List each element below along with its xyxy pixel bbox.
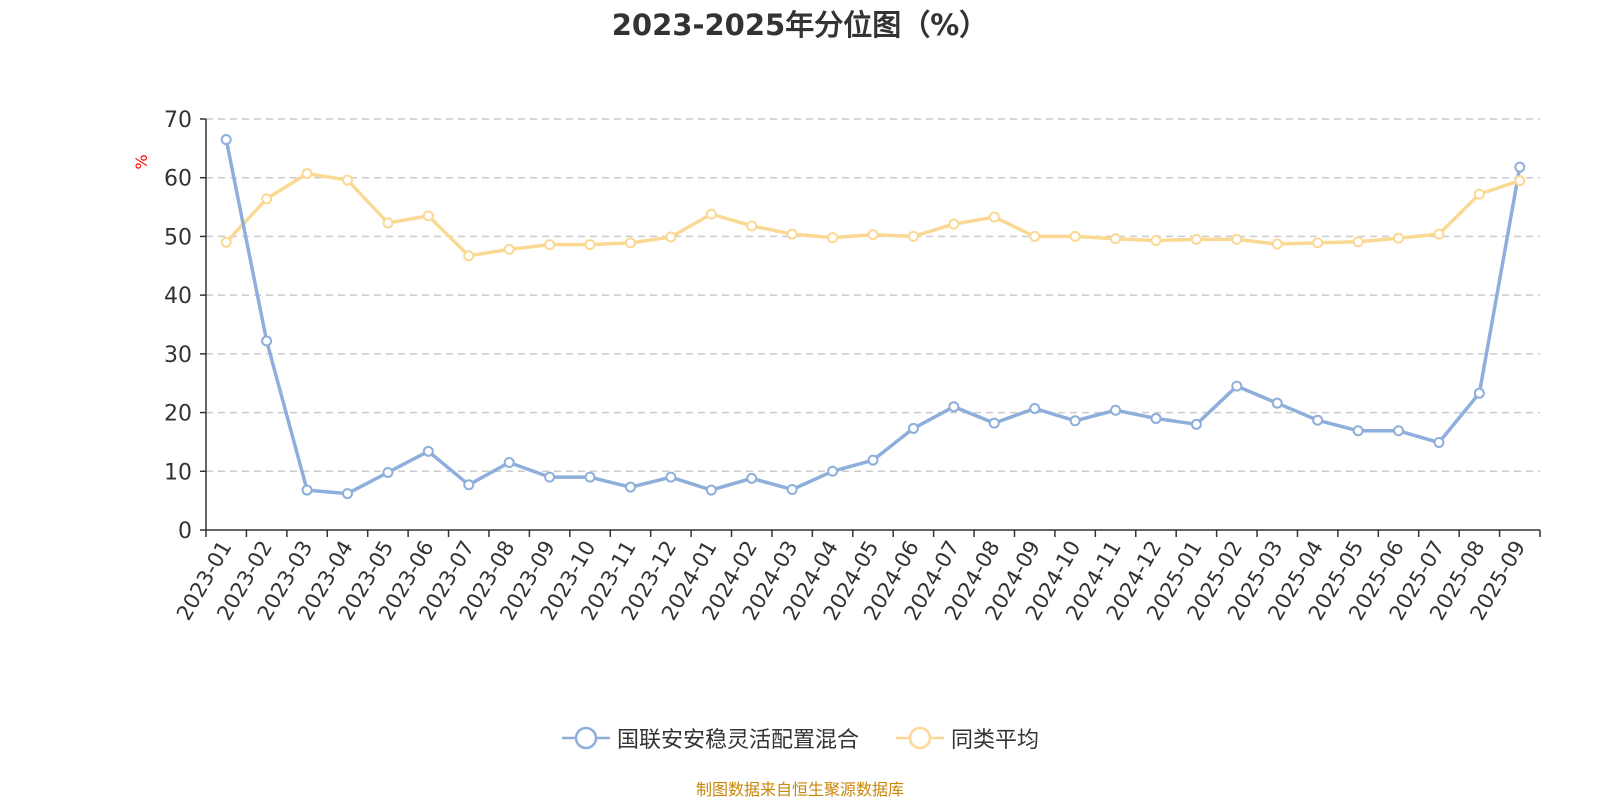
- data-point[interactable]: [1110, 233, 1122, 245]
- data-point[interactable]: [422, 210, 434, 222]
- data-point[interactable]: [1433, 228, 1445, 240]
- data-point[interactable]: [827, 465, 839, 477]
- axes: [200, 118, 1541, 537]
- y-tick-label: 10: [164, 460, 192, 485]
- y-tick-label: 30: [164, 343, 192, 368]
- data-point[interactable]: [1312, 414, 1324, 426]
- data-point[interactable]: [1514, 175, 1526, 187]
- data-point[interactable]: [463, 250, 475, 262]
- data-point[interactable]: [341, 488, 353, 500]
- data-point[interactable]: [624, 237, 636, 249]
- data-point[interactable]: [624, 481, 636, 493]
- data-point[interactable]: [827, 232, 839, 244]
- tick-labels: 0102030405060702023-012023-022023-032023…: [164, 108, 1530, 624]
- y-tick-label: 50: [164, 225, 192, 250]
- data-point[interactable]: [544, 239, 556, 251]
- data-point[interactable]: [503, 456, 515, 468]
- data-source-note: 制图数据来自恒生聚源数据库: [695, 780, 904, 799]
- data-point[interactable]: [382, 217, 394, 229]
- data-point[interactable]: [584, 239, 596, 251]
- data-point[interactable]: [261, 193, 273, 205]
- data-point[interactable]: [948, 218, 960, 230]
- data-point[interactable]: [705, 208, 717, 220]
- data-point[interactable]: [1271, 397, 1283, 409]
- data-point[interactable]: [907, 422, 919, 434]
- grid-lines: [206, 118, 1540, 473]
- data-point[interactable]: [786, 483, 798, 495]
- data-point[interactable]: [705, 484, 717, 496]
- data-point[interactable]: [1150, 235, 1162, 247]
- data-point[interactable]: [1069, 415, 1081, 427]
- data-point[interactable]: [1393, 232, 1405, 244]
- data-point[interactable]: [1110, 404, 1122, 416]
- data-point[interactable]: [1312, 237, 1324, 249]
- y-tick-label: 40: [164, 284, 192, 309]
- legend-marker-fund-icon: [561, 726, 610, 750]
- y-tick-label: 70: [164, 108, 192, 133]
- data-point[interactable]: [1190, 233, 1202, 245]
- data-point[interactable]: [867, 229, 879, 241]
- data-point[interactable]: [220, 236, 232, 248]
- series-lines: [224, 137, 1522, 496]
- data-point[interactable]: [1190, 418, 1202, 430]
- legend: 国联安安稳灵活配置混合 同类平均: [0, 722, 1600, 754]
- legend-label-fund: 国联安安稳灵活配置混合: [616, 728, 859, 753]
- data-point[interactable]: [382, 466, 394, 478]
- legend-item-fund[interactable]: 国联安安稳灵活配置混合: [561, 722, 859, 754]
- y-tick-label: 20: [164, 402, 192, 427]
- data-point[interactable]: [544, 471, 556, 483]
- data-point[interactable]: [1352, 236, 1364, 248]
- data-point[interactable]: [1393, 425, 1405, 437]
- data-point[interactable]: [463, 479, 475, 491]
- legend-marker-average-icon: [896, 726, 944, 750]
- data-point[interactable]: [1473, 188, 1485, 200]
- legend-label-average: 同类平均: [951, 728, 1040, 753]
- chart-title: 2023-2025年分位图（%）: [611, 8, 989, 42]
- data-point[interactable]: [503, 243, 515, 255]
- data-point[interactable]: [422, 445, 434, 457]
- y-axis-label: %: [132, 154, 151, 169]
- y-tick-label: 60: [164, 167, 192, 192]
- data-point[interactable]: [1231, 233, 1243, 245]
- data-point[interactable]: [867, 454, 879, 466]
- data-point[interactable]: [988, 211, 1000, 223]
- series-line-0: [224, 137, 1522, 496]
- data-point[interactable]: [907, 230, 919, 242]
- y-tick-label: 0: [178, 519, 192, 544]
- data-point[interactable]: [665, 231, 677, 243]
- series-line-1: [224, 171, 1522, 258]
- data-point[interactable]: [1150, 412, 1162, 424]
- data-point[interactable]: [665, 471, 677, 483]
- data-point[interactable]: [584, 471, 596, 483]
- data-point[interactable]: [948, 401, 960, 413]
- data-point[interactable]: [1433, 437, 1445, 449]
- data-point[interactable]: [261, 335, 273, 347]
- data-point[interactable]: [301, 168, 313, 180]
- data-point[interactable]: [1352, 425, 1364, 437]
- legend-item-average[interactable]: 同类平均: [895, 722, 1039, 754]
- data-point[interactable]: [1271, 238, 1283, 250]
- data-point[interactable]: [1029, 402, 1041, 414]
- data-point[interactable]: [746, 220, 758, 232]
- data-point[interactable]: [1473, 387, 1485, 399]
- data-point[interactable]: [1029, 230, 1041, 242]
- data-point[interactable]: [220, 134, 232, 146]
- data-point[interactable]: [786, 228, 798, 240]
- data-point[interactable]: [301, 484, 313, 496]
- data-point[interactable]: [341, 174, 353, 186]
- data-point[interactable]: [988, 417, 1000, 429]
- data-point[interactable]: [1069, 230, 1081, 242]
- data-point[interactable]: [746, 472, 758, 484]
- data-point[interactable]: [1514, 161, 1526, 173]
- series-points: [220, 134, 1526, 500]
- data-point[interactable]: [1231, 380, 1243, 392]
